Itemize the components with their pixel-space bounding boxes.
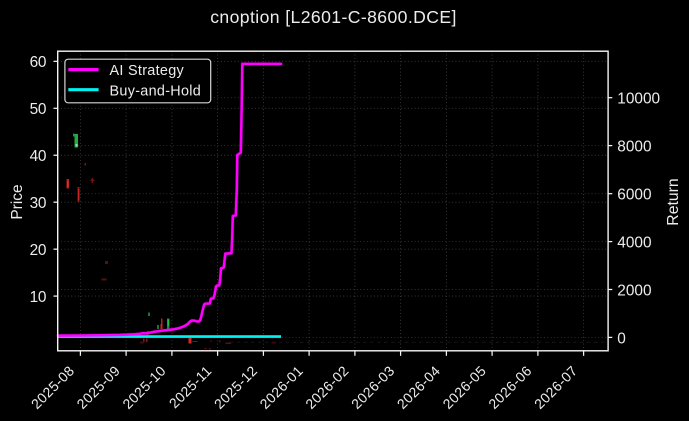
- svg-text:50: 50: [30, 101, 46, 118]
- svg-text:30: 30: [30, 195, 46, 212]
- svg-text:10000: 10000: [617, 91, 660, 108]
- svg-text:AI Strategy: AI Strategy: [110, 63, 185, 79]
- svg-text:Price: Price: [9, 184, 26, 219]
- svg-text:4000: 4000: [617, 235, 651, 252]
- svg-text:Return: Return: [665, 178, 682, 225]
- svg-text:10: 10: [30, 289, 46, 306]
- svg-text:8000: 8000: [617, 139, 651, 156]
- svg-text:60: 60: [30, 54, 46, 71]
- svg-text:40: 40: [30, 148, 46, 165]
- svg-text:6000: 6000: [617, 187, 651, 204]
- svg-text:2000: 2000: [617, 282, 651, 299]
- svg-text:20: 20: [30, 242, 46, 259]
- svg-text:cnoption [L2601-C-8600.DCE]: cnoption [L2601-C-8600.DCE]: [210, 7, 457, 27]
- svg-text:0: 0: [617, 330, 626, 347]
- svg-text:Buy-and-Hold: Buy-and-Hold: [110, 83, 202, 99]
